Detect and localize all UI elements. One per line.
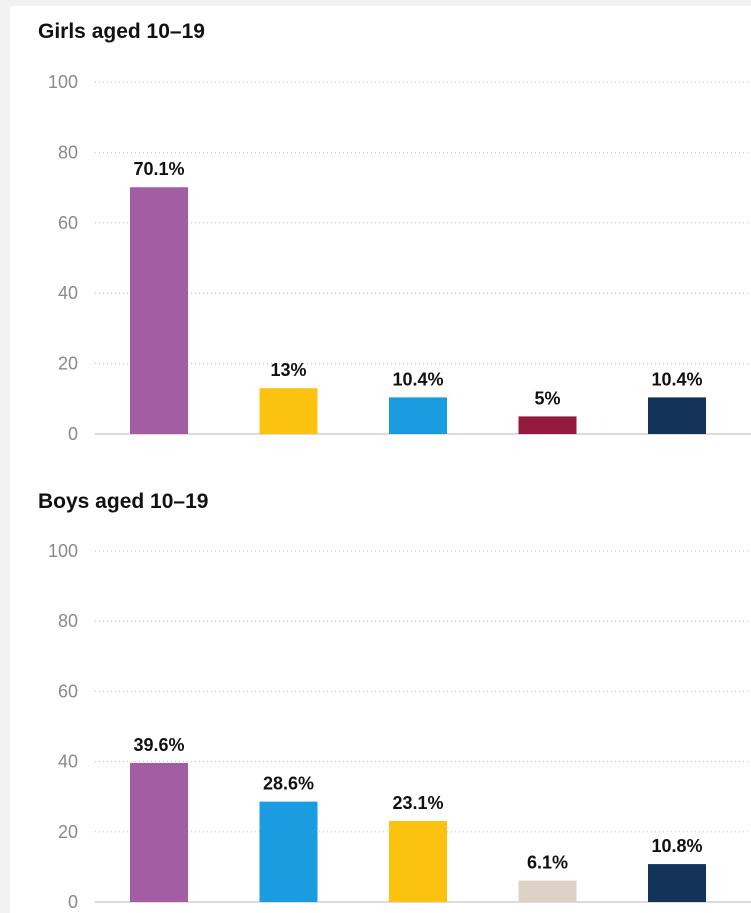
boys-y-tick-label: 0	[68, 892, 78, 912]
chart-figure: Girls aged 10–19 0 20 40 60 80 100 70.1% 13% 10.…	[10, 6, 751, 913]
boys-bar-value-label: 6.1%	[527, 853, 568, 873]
boys-bar	[389, 820, 447, 902]
girls-y-tick-label: 20	[58, 354, 78, 374]
boys-y-tick-label: 100	[48, 541, 78, 561]
boys-bar-value-label: 28.6%	[263, 774, 314, 794]
girls-y-tick-label: 40	[58, 283, 78, 303]
girls-bar	[130, 187, 188, 434]
girls-bar-value-label: 10.4%	[651, 369, 702, 389]
girls-bar-value-label: 5%	[534, 388, 560, 408]
boys-y-tick-label: 60	[58, 681, 78, 701]
girls-bar-chart: 0 20 40 60 80 100 70.1% 13% 10.4% 5% 10.4%	[48, 72, 751, 444]
boys-bar-value-label: 23.1%	[392, 793, 443, 813]
girls-y-tick-label: 0	[68, 424, 78, 444]
boys-bar	[648, 864, 706, 902]
boys-y-tick-label: 20	[58, 822, 78, 842]
boys-bar	[259, 801, 318, 902]
girls-bar	[518, 416, 577, 434]
girls-bar-value-label: 10.4%	[392, 369, 443, 389]
girls-bar-value-label: 70.1%	[133, 159, 184, 179]
boys-bar-value-label: 10.8%	[651, 836, 702, 856]
girls-bar	[648, 397, 706, 434]
girls-y-tick-label: 100	[48, 72, 78, 92]
boys-bar-value-label: 39.6%	[133, 735, 184, 755]
boys-y-tick-label: 40	[58, 752, 78, 772]
boys-bar	[518, 880, 577, 902]
boys-bar-chart: 0 20 40 60 80 100 39.6% 28.6% 23.1% 6.1% 10.8%	[48, 541, 751, 912]
girls-y-tick-label: 60	[58, 213, 78, 233]
girls-bar	[259, 388, 318, 434]
boys-bar	[130, 763, 188, 902]
boys-chart-title: Boys aged 10–19	[38, 490, 209, 513]
girls-bar	[389, 397, 447, 434]
girls-bar-value-label: 13%	[270, 360, 306, 380]
boys-y-tick-label: 80	[58, 611, 78, 631]
girls-y-tick-label: 80	[58, 142, 78, 162]
girls-chart-title: Girls aged 10–19	[38, 20, 205, 43]
